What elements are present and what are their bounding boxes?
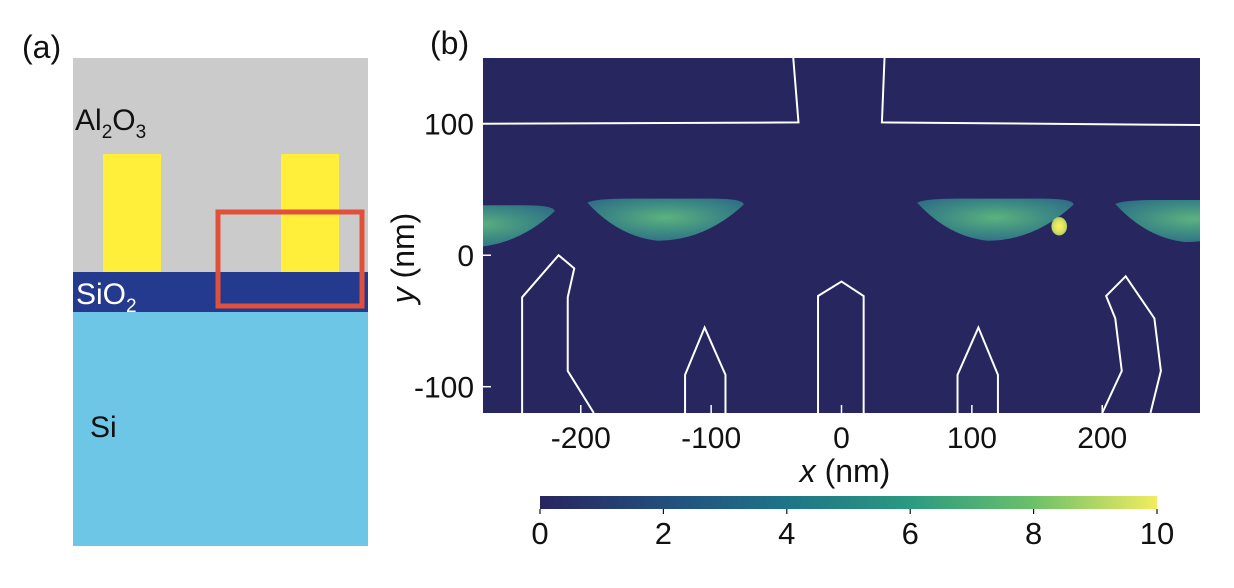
colorbar-ticks: 0 2 4 6 8 10 (531, 509, 1174, 551)
electrode-outline-3 (956, 324, 999, 413)
hotspot-4 (1115, 200, 1200, 243)
colorbar-tick-label: 8 (1025, 516, 1042, 551)
electrode-outline-1 (684, 324, 727, 413)
colorbar-tick-label: 10 (1140, 516, 1174, 551)
y-axis-ticks: 100 0 -100 (414, 109, 491, 405)
x-tick-label: 100 (947, 422, 997, 455)
electrode-outlines (483, 58, 1200, 413)
gate-outline-right (880, 58, 1200, 127)
colorbar (540, 496, 1157, 509)
y-tick-label: -100 (414, 372, 474, 405)
electrode-outline-0 (521, 253, 595, 413)
colorbar-tick-label: 0 (531, 516, 548, 551)
si-label: Si (90, 411, 117, 444)
colorbar-tick-label: 2 (655, 516, 672, 551)
x-tick-label: -200 (551, 422, 611, 455)
hotspot-1 (587, 198, 744, 241)
colorbar-tick-label: 4 (778, 516, 795, 551)
x-tick-label: -100 (681, 422, 741, 455)
y-tick-label: 100 (424, 109, 474, 142)
x-tick-label: 200 (1077, 422, 1127, 455)
electrode-outline-2 (817, 280, 865, 413)
hotspot-2 (917, 198, 1074, 241)
panel-b-label: (b) (430, 25, 469, 61)
electrode-left (103, 154, 161, 272)
sio2-label: SiO2 (76, 278, 137, 317)
x-axis-ticks: -200 -100 0 100 200 (551, 405, 1127, 455)
y-tick-label: 0 (457, 240, 474, 273)
panel-a: (a) Al2O3 SiO2 Si (22, 29, 368, 546)
electrode-outline-4 (1101, 274, 1162, 413)
x-axis-label: x (nm) (798, 453, 891, 489)
x-tick-label: 0 (833, 422, 850, 455)
colorbar-tick-label: 6 (902, 516, 919, 551)
zoom-region-box (215, 209, 365, 309)
hotspot-0 (483, 205, 555, 247)
panel-a-label: (a) (22, 29, 61, 65)
si-layer (73, 312, 368, 546)
hotspot-peak-3 (1051, 217, 1068, 236)
heatmap-hotspots (483, 198, 1200, 247)
al2o3-label: Al2O3 (75, 104, 146, 143)
heatmap-background (483, 58, 1200, 413)
gate-outline-left (483, 58, 800, 125)
y-axis-label: y (nm) (385, 213, 421, 306)
